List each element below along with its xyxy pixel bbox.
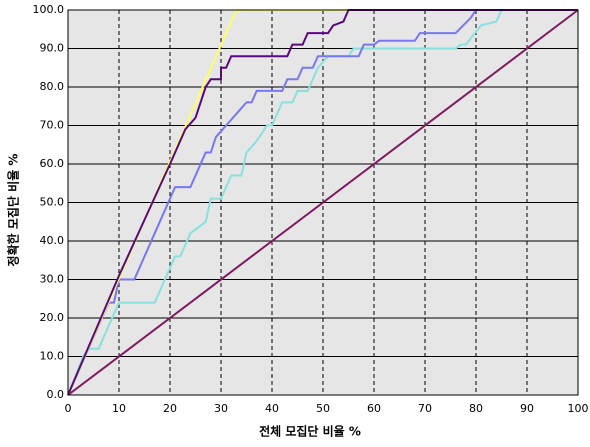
series-line [67,9,578,396]
series-line [67,9,578,396]
x-tick-label: 10 [112,402,126,415]
y-tick-label: 60.0 [40,157,65,170]
y-tick-label: 90.0 [40,42,65,55]
x-tick-label: 60 [367,402,381,415]
y-tick-label: 80.0 [40,80,65,93]
x-tick-label: 80 [469,402,483,415]
series-line [67,9,578,396]
y-tick-label: 40.0 [40,234,65,247]
x-tick-label: 100 [568,402,589,415]
plot-border [67,9,579,396]
x-axis-label: 전체 모집단 비율 % [259,424,361,439]
x-tick-label: 40 [265,402,279,415]
y-tick-label: 70.0 [40,119,65,132]
y-tick-label: 100.0 [33,3,65,16]
x-tick-label: 70 [418,402,432,415]
y-tick-label: 0.0 [47,388,65,401]
y-tick-label: 50.0 [40,196,65,209]
series-line [67,9,579,396]
y-tick-label: 30.0 [40,273,65,286]
x-tick-label: 0 [65,402,72,415]
y-tick-label: 20.0 [40,311,65,324]
x-tick-label: 20 [163,402,177,415]
y-axis-label: 정확한 모집단 비율 % [6,154,21,267]
x-tick-label: 90 [520,402,534,415]
x-tick-label: 50 [316,402,330,415]
x-tick-label: 30 [214,402,228,415]
y-tick-label: 10.0 [40,350,65,363]
